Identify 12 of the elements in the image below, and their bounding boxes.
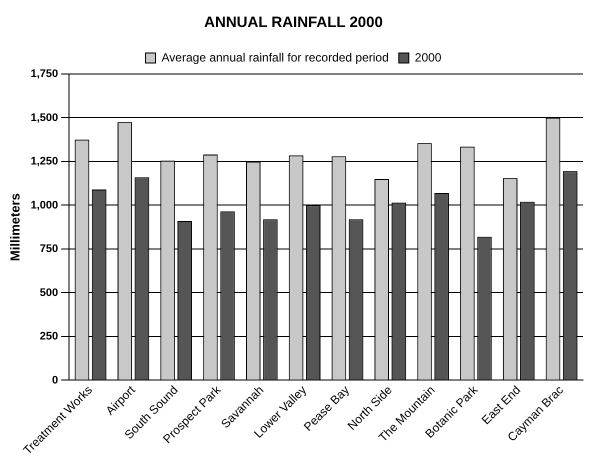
legend-label: 2000 (414, 50, 442, 64)
chart-title: ANNUAL RAINFALL 2000 (204, 14, 383, 32)
y-axis-title: Millimeters (7, 193, 22, 262)
legend-label: Average annual rainfall for recorded period (162, 50, 389, 64)
y-tick-label: 1,750 (30, 68, 58, 80)
y-tick-label: 250 (40, 330, 58, 343)
y-tick-label: 750 (40, 243, 58, 256)
y-tick-label: 500 (40, 286, 58, 299)
y-tick-label: 1,250 (30, 156, 58, 168)
y-tick-label: 0 (52, 374, 58, 386)
y-tick-label: 1,000 (30, 199, 58, 212)
y-tick-label: 1,500 (30, 112, 58, 124)
